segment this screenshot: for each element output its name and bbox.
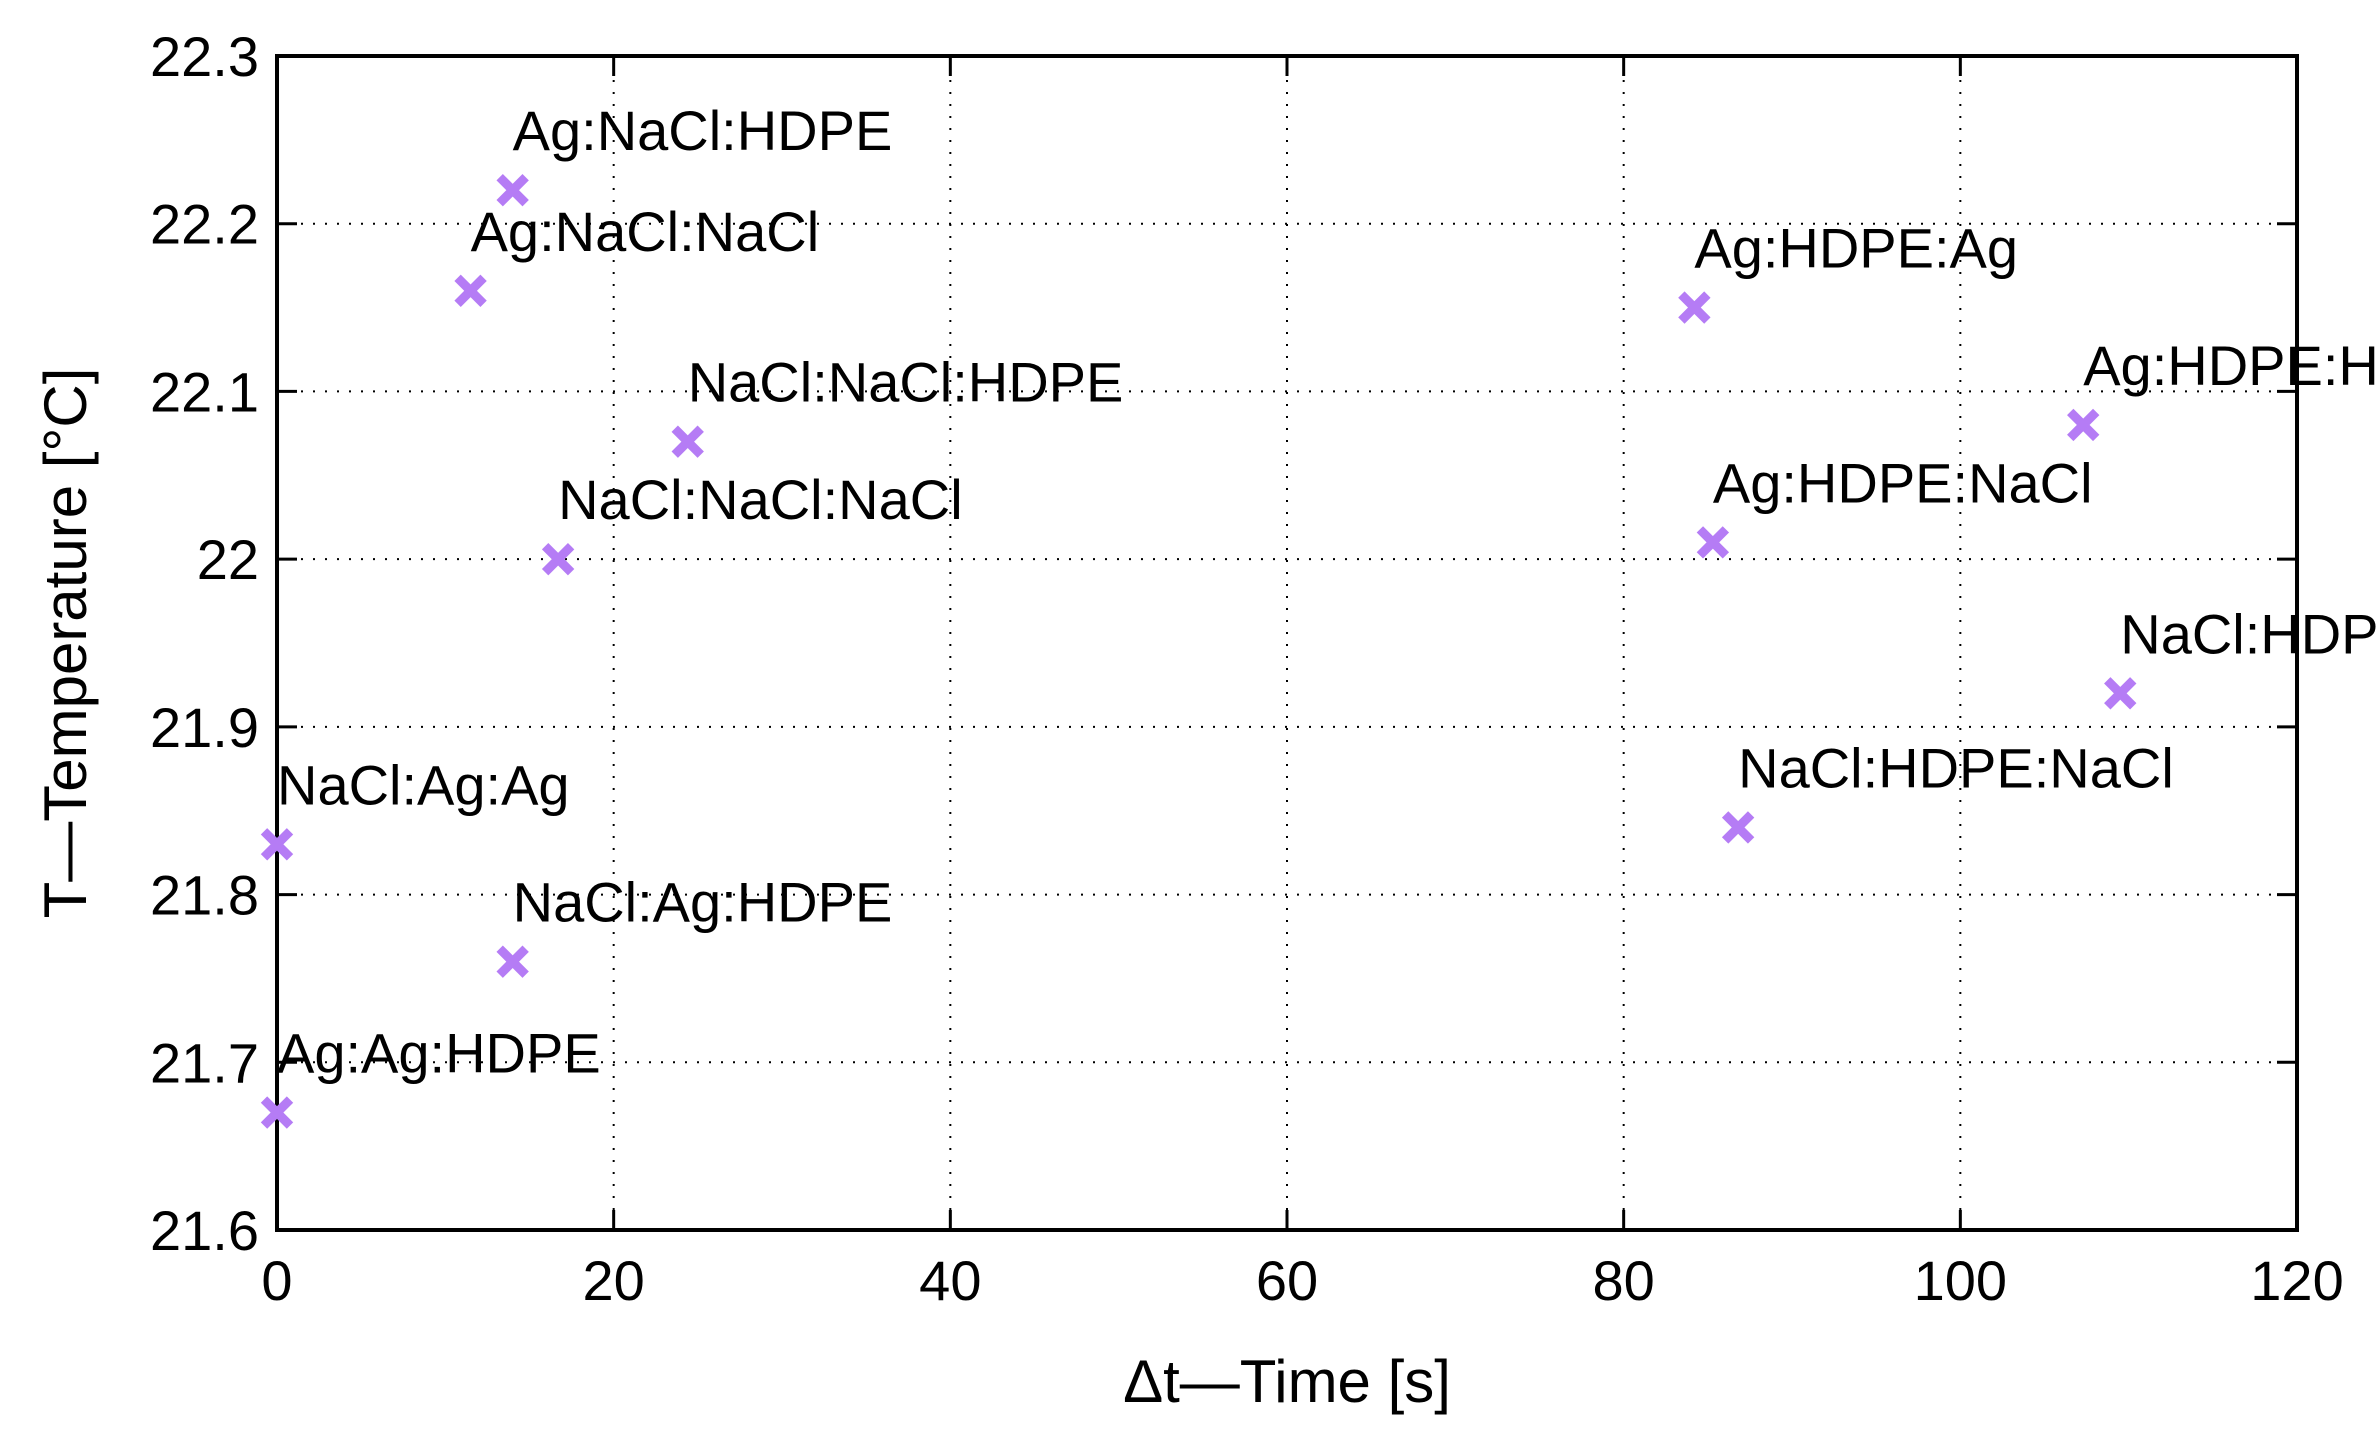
marker-stroke: [1721, 811, 1755, 844]
y-tick-label: 21.6: [150, 1199, 259, 1262]
point-label: Ag:HDPE:NaCl: [1713, 451, 2093, 514]
marker-stroke: [541, 542, 575, 576]
data-markers: [260, 173, 2137, 1129]
data-point: [496, 173, 529, 207]
x-tick-label: 80: [1593, 1249, 1655, 1312]
point-label: Ag:NaCl:HDPE: [513, 99, 893, 162]
point-label: Ag:HDPE:HDPE: [2083, 334, 2379, 397]
point-label: Ag:HDPE:Ag: [1694, 217, 2018, 280]
marker-stroke: [2104, 677, 2137, 710]
data-point: [1696, 526, 1730, 559]
marker-stroke: [260, 1096, 294, 1129]
y-axis: 21.6 21.7 21.8 21.9 22 22.1 22.2 22.3: [150, 25, 2297, 1262]
data-point: [454, 274, 487, 307]
marker-stroke: [454, 274, 487, 307]
x-tick-label: 60: [1256, 1249, 1318, 1312]
point-label: NaCl:Ag:Ag: [277, 753, 570, 816]
point-label: NaCl:HDPE:HDPE: [2120, 602, 2379, 665]
y-tick-label: 22.2: [150, 193, 259, 256]
data-point: [541, 542, 575, 576]
x-axis-title: Δt—Time [s]: [1123, 1348, 1451, 1415]
point-label: NaCl:HDPE:NaCl: [1738, 736, 2174, 799]
x-tick-label: 40: [919, 1249, 981, 1312]
x-tick-label: 120: [2250, 1249, 2343, 1312]
point-label: Ag:Ag:HDPE: [277, 1022, 601, 1085]
data-point: [2104, 677, 2137, 710]
marker-stroke: [1696, 526, 1730, 559]
y-tick-label: 21.9: [150, 696, 259, 759]
marker-stroke: [496, 173, 529, 207]
y-tick-label: 21.7: [150, 1031, 259, 1094]
data-point: [496, 945, 529, 978]
y-tick-label: 22.1: [150, 360, 259, 423]
y-tick-label: 22.3: [150, 25, 259, 88]
point-label: NaCl:Ag:HDPE: [513, 871, 893, 934]
data-point: [1721, 811, 1755, 844]
point-label: NaCl:NaCl:HDPE: [688, 351, 1124, 414]
marker-stroke: [496, 945, 529, 978]
x-axis: 0 20 40 60 80 100 120: [261, 56, 2344, 1312]
marker-stroke: [671, 425, 704, 458]
data-point: [1678, 291, 1711, 324]
data-point: [671, 425, 704, 458]
point-labels: Ag:Ag:HDPE NaCl:Ag:Ag Ag:NaCl:NaCl Ag:NaCl:…: [277, 99, 2379, 1084]
y-tick-label: 22: [197, 528, 259, 591]
data-point: [260, 828, 294, 861]
marker-stroke: [2067, 408, 2100, 442]
point-label: Ag:NaCl:NaCl: [471, 200, 820, 263]
marker-stroke: [260, 828, 294, 861]
x-tick-label: 0: [261, 1249, 292, 1312]
data-point: [260, 1096, 294, 1129]
y-axis-title: T—Temperature [°C]: [32, 368, 99, 919]
x-tick-label: 20: [583, 1249, 645, 1312]
x-tick-label: 100: [1914, 1249, 2007, 1312]
data-point: [2067, 408, 2100, 442]
point-label: NaCl:NaCl:NaCl: [558, 468, 963, 531]
grid: [277, 56, 2297, 1230]
y-tick-label: 21.8: [150, 864, 259, 927]
marker-stroke: [1678, 291, 1711, 324]
